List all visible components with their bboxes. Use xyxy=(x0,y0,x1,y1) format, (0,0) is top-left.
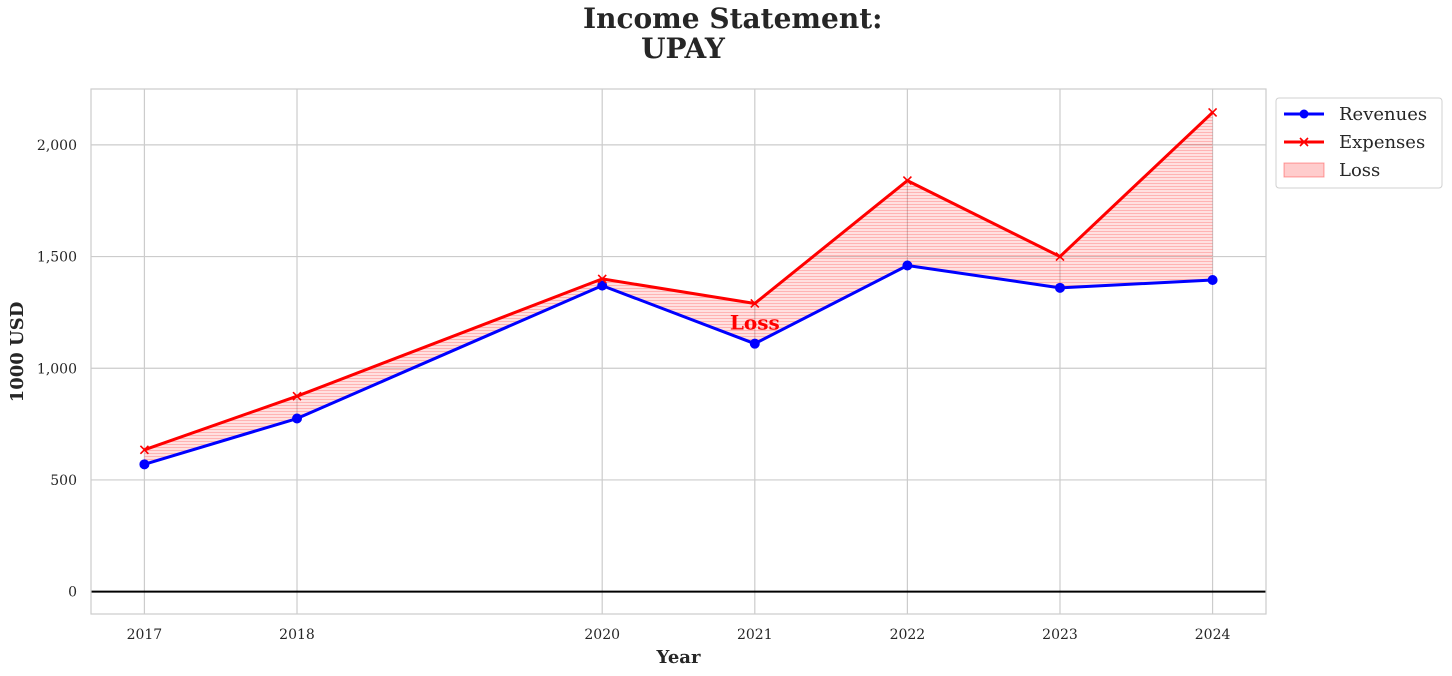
revenues-point xyxy=(597,280,608,291)
y-tick-label: 0 xyxy=(68,585,77,601)
revenues-point xyxy=(1207,275,1218,286)
x-tick-label: 2021 xyxy=(737,627,773,643)
loss-annotation: Loss xyxy=(730,310,780,334)
legend-revenues-label: Revenues xyxy=(1339,104,1427,125)
expenses-point xyxy=(1055,251,1065,262)
revenues-point xyxy=(749,338,760,349)
expenses-point xyxy=(139,445,149,455)
expenses-point xyxy=(750,298,760,309)
loss-fill-area xyxy=(144,112,1213,465)
expenses-point xyxy=(292,391,302,401)
x-axis-label: Year xyxy=(656,647,701,668)
legend-loss-label: Loss xyxy=(1339,160,1380,181)
x-tick-label: 2017 xyxy=(127,627,163,643)
y-tick-label: 2,000 xyxy=(37,138,77,154)
legend-box xyxy=(1275,97,1443,189)
legend-revenues-marker xyxy=(1299,109,1309,119)
revenues-point xyxy=(139,459,150,470)
x-tick-label: 2023 xyxy=(1042,627,1078,643)
expenses-point xyxy=(1208,107,1218,118)
revenues-point xyxy=(292,413,303,424)
legend-expenses-marker xyxy=(1299,137,1309,147)
legend-loss-swatch xyxy=(1283,162,1325,178)
legend-expenses-label: Expenses xyxy=(1339,132,1425,153)
x-tick-label: 2022 xyxy=(890,627,926,643)
legend: Revenues Expenses Loss xyxy=(1275,97,1443,189)
chart-title-line-2: UPAY xyxy=(641,32,725,65)
expenses-point xyxy=(902,176,912,186)
expenses-point xyxy=(597,274,607,284)
x-tick-label: 2024 xyxy=(1195,627,1231,643)
y-tick-label: 500 xyxy=(50,473,77,489)
revenues-point xyxy=(902,260,913,271)
tick-label-layer: 2017 2018 2020 2021 2022 2023 2024 0 500 1,000 1,5… xyxy=(37,138,1231,643)
loss-fill-layer xyxy=(144,112,1213,465)
plot-frame xyxy=(90,88,1267,615)
series-layer xyxy=(139,107,1218,470)
y-tick-label: 1,000 xyxy=(37,361,77,377)
y-tick-label: 1,500 xyxy=(37,250,77,266)
revenues-point xyxy=(1054,282,1065,293)
x-tick-label: 2020 xyxy=(584,627,620,643)
annotation-layer: Loss xyxy=(730,310,780,334)
y-axis-label: 1000 USD xyxy=(7,302,28,403)
x-tick-label: 2018 xyxy=(279,627,315,643)
grid-layer xyxy=(91,89,1266,614)
